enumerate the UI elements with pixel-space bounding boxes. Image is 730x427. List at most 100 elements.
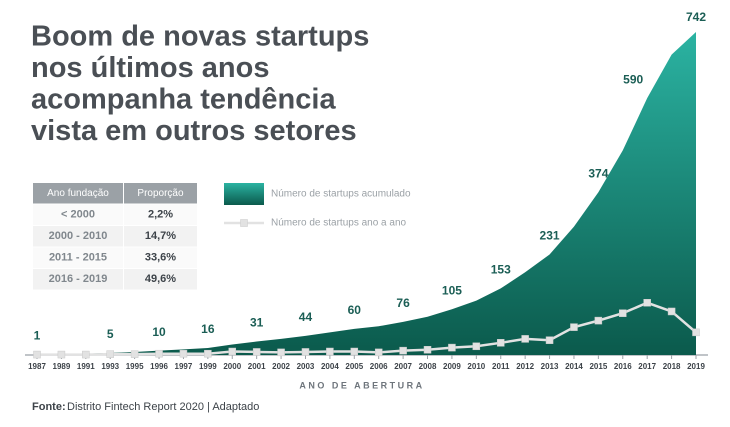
marker bbox=[643, 299, 651, 307]
x-tick-label: 2007 bbox=[394, 362, 412, 371]
x-tick-label: 1999 bbox=[199, 362, 217, 371]
marker bbox=[326, 347, 334, 356]
x-tick-label: 2000 bbox=[223, 362, 241, 371]
data-label: 16 bbox=[201, 322, 215, 336]
marker bbox=[179, 349, 188, 358]
title-line: vista em outros setores bbox=[31, 115, 357, 147]
x-tick-label: 2019 bbox=[687, 362, 705, 371]
legend: Número de startups acumulado Número de st… bbox=[224, 183, 411, 229]
data-label: 76 bbox=[396, 296, 410, 310]
marker bbox=[423, 346, 432, 354]
table-cell bbox=[124, 247, 197, 268]
data-label: 153 bbox=[491, 263, 511, 277]
x-tick-label: 2009 bbox=[443, 362, 461, 371]
table-cell bbox=[33, 204, 123, 225]
x-tick-label: 2018 bbox=[663, 362, 681, 371]
title-line: Boom de novas startups bbox=[31, 21, 369, 53]
table-cell bbox=[124, 226, 197, 247]
table-cell bbox=[33, 269, 123, 290]
data-label: 231 bbox=[540, 229, 560, 243]
x-tick-label: 1987 bbox=[28, 362, 46, 371]
table-header: Proporção bbox=[137, 188, 184, 199]
x-tick-label: 2003 bbox=[297, 362, 315, 371]
source-label: Fonte: bbox=[32, 401, 66, 413]
marker bbox=[496, 339, 505, 347]
x-tick-label: 2015 bbox=[589, 362, 607, 371]
marker bbox=[33, 350, 41, 359]
x-tick-label: 2005 bbox=[345, 362, 363, 371]
marker bbox=[228, 347, 237, 356]
x-tick-label: 1993 bbox=[101, 362, 119, 371]
x-tick-label: 2013 bbox=[541, 362, 559, 371]
marker bbox=[57, 350, 66, 359]
marker bbox=[252, 348, 261, 356]
legend-label: Número de startups acumulado bbox=[271, 189, 411, 200]
table-cell bbox=[124, 204, 197, 225]
data-label: 60 bbox=[348, 303, 362, 317]
marker bbox=[374, 348, 383, 357]
table: Ano fundação Proporção < 2000 2,2% 2000 - 20… bbox=[33, 183, 197, 290]
table-header: Ano fundação bbox=[47, 188, 109, 199]
data-label: 590 bbox=[623, 72, 643, 86]
marker bbox=[472, 342, 481, 351]
data-label: 742 bbox=[686, 10, 706, 24]
line bbox=[37, 301, 697, 356]
marker bbox=[545, 336, 554, 344]
plot: 1987 1989 1991 1993 1995 1996 1997 1999 2000 2001… bbox=[25, 10, 708, 371]
marker bbox=[570, 323, 578, 331]
x-tick-label: 2011 bbox=[492, 362, 510, 371]
table-cell bbox=[33, 226, 123, 247]
x-tick-label: 2017 bbox=[638, 362, 656, 371]
table-text: 33,6% bbox=[145, 252, 176, 264]
marker bbox=[301, 348, 310, 356]
table-header-cell bbox=[33, 183, 123, 204]
source-text: Distrito Fintech Report 2020 | Adaptado bbox=[67, 401, 259, 413]
area bbox=[37, 32, 696, 355]
x-tick-label: 1991 bbox=[77, 362, 95, 371]
marker bbox=[155, 349, 163, 358]
data-label: 1 bbox=[34, 329, 41, 343]
table-text: 2016 - 2019 bbox=[49, 273, 108, 285]
marker bbox=[521, 335, 529, 343]
x-tick-label: 2014 bbox=[565, 362, 583, 371]
table-text: 2,2% bbox=[148, 209, 173, 221]
x-tick-label: 2002 bbox=[272, 362, 290, 371]
marker bbox=[106, 350, 114, 358]
table-cell bbox=[33, 247, 123, 268]
table-text: 2011 - 2015 bbox=[49, 252, 107, 264]
marker bbox=[619, 309, 627, 317]
marker bbox=[594, 316, 603, 325]
marker bbox=[204, 349, 212, 358]
legend-label: Número de startups ano a ano bbox=[271, 218, 407, 229]
marker bbox=[399, 346, 407, 355]
x-axis-label: ANO DE ABERTURA bbox=[299, 380, 424, 390]
data-label: 31 bbox=[250, 316, 264, 330]
x-tick-label: 2006 bbox=[370, 362, 388, 371]
x-tick-label: 1995 bbox=[126, 362, 144, 371]
marker bbox=[448, 343, 456, 352]
x-tick-label: 2001 bbox=[248, 362, 266, 371]
data-label: 44 bbox=[299, 310, 313, 324]
data-label: 5 bbox=[107, 327, 114, 341]
title-line: nos últimos anos bbox=[31, 52, 269, 84]
title-line: acompanha tendência bbox=[31, 84, 336, 116]
marker bbox=[130, 350, 139, 358]
legend-swatch bbox=[224, 183, 264, 205]
marker bbox=[692, 328, 700, 337]
data-label: 374 bbox=[588, 166, 608, 180]
x-tick-label: 1996 bbox=[150, 362, 168, 371]
table-header-cell bbox=[124, 183, 197, 204]
x-tick-label: 2008 bbox=[419, 362, 437, 371]
marker bbox=[82, 350, 90, 359]
x-tick-label: 2004 bbox=[321, 362, 339, 371]
x-tick-label: 2016 bbox=[614, 362, 632, 371]
table-text: < 2000 bbox=[61, 209, 95, 221]
table-text: 14,7% bbox=[145, 230, 176, 242]
x-tick-label: 2010 bbox=[467, 362, 485, 371]
x-tick-label: 1989 bbox=[53, 362, 71, 371]
table-text: 49,6% bbox=[145, 273, 176, 285]
marker bbox=[277, 348, 285, 357]
